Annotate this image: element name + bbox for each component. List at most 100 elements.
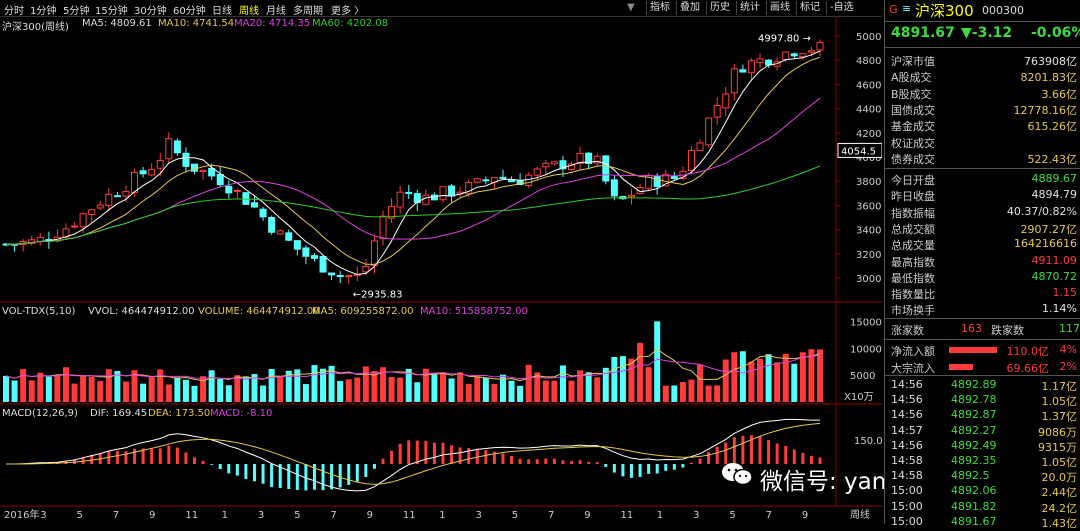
mark-button[interactable]: 标记 bbox=[796, 1, 823, 15]
market-stat-value: 3.66亿 bbox=[1041, 87, 1078, 101]
period-tab-monthly[interactable]: 月线 bbox=[266, 6, 286, 17]
volume-bar bbox=[148, 376, 155, 402]
candle-body bbox=[173, 140, 181, 154]
tick-row[interactable]: 15:00 4892.06 2.44亿 bbox=[891, 484, 1079, 499]
period-tab-30min[interactable]: 30分钟 bbox=[134, 6, 167, 17]
tick-volume: 1.43亿 bbox=[1041, 516, 1078, 530]
overlay-button[interactable]: 叠加 bbox=[676, 1, 703, 15]
quote-badge: G bbox=[889, 3, 898, 16]
dropdown-icon[interactable]: ▼ bbox=[627, 2, 635, 13]
menu-icon[interactable]: ≡ bbox=[902, 2, 912, 15]
market-stat-row: 权证成交 bbox=[891, 134, 1079, 150]
x-axis-label: 5 bbox=[512, 510, 518, 521]
candle-body bbox=[293, 240, 301, 250]
volume-bar bbox=[482, 377, 489, 402]
volume-bar bbox=[731, 352, 738, 402]
index-stat-value: 4894.79 bbox=[1031, 188, 1078, 202]
price-tick-label: 4200 bbox=[856, 129, 881, 140]
tick-row[interactable]: 14:57 4892.27 9086万 bbox=[891, 424, 1079, 439]
candle-body bbox=[730, 68, 738, 94]
volume-bar bbox=[88, 376, 95, 402]
x-axis-label: 5 bbox=[729, 510, 735, 521]
period-tab-15min[interactable]: 15分钟 bbox=[95, 6, 128, 17]
ma10-line bbox=[5, 56, 821, 265]
period-tab-60min[interactable]: 60分钟 bbox=[173, 6, 206, 17]
index-stat-row: 总成交量 164216616 bbox=[891, 236, 1079, 252]
tick-price: 4891.67 bbox=[951, 514, 997, 528]
tick-row[interactable]: 14:56 4892.87 1.37亿 bbox=[891, 408, 1079, 423]
period-tab-fenshi[interactable]: 分时 bbox=[4, 6, 24, 17]
kline-ma10: MA10: 4741.54 bbox=[158, 18, 235, 29]
market-stat-label: 沪深市值 bbox=[891, 55, 935, 68]
x-axis-label: 9 bbox=[802, 510, 808, 521]
indicator-button[interactable]: 指标 bbox=[646, 1, 673, 15]
tick-row[interactable]: 14:56 4892.49 9315万 bbox=[891, 439, 1079, 454]
x-axis-label: 1 bbox=[657, 510, 663, 521]
draw-line-button[interactable]: 画线 bbox=[766, 1, 793, 15]
candle-body bbox=[473, 178, 481, 183]
tick-row[interactable]: 15:00 4891.82 24.2亿 bbox=[891, 500, 1079, 515]
period-tab-1min[interactable]: 1分钟 bbox=[30, 6, 57, 17]
self-select-button[interactable]: -自选 bbox=[826, 1, 857, 15]
candle-body bbox=[71, 225, 79, 228]
tick-volume: 1.17亿 bbox=[1041, 380, 1078, 393]
x-axis-period-label: 周线 bbox=[850, 508, 870, 521]
candle-body bbox=[482, 179, 490, 182]
candle-body bbox=[225, 185, 233, 194]
candle-body bbox=[525, 174, 533, 187]
volume-unit-label: X10万 bbox=[844, 392, 874, 403]
index-stat-value: 4870.72 bbox=[1031, 269, 1078, 283]
low-price-label: ←2935.83 bbox=[353, 290, 403, 301]
volume-bar bbox=[242, 376, 249, 402]
period-tab-more[interactable]: 更多 〉 bbox=[331, 6, 365, 17]
chart-area[interactable]: 5000 4800 4600 4400 4200 4000 3800 3600 3400 3200… bbox=[0, 16, 1009, 524]
x-axis-label: 7 bbox=[766, 510, 772, 521]
tick-row[interactable]: 14:56 4892.89 1.17亿 bbox=[891, 378, 1079, 393]
statistics-button[interactable]: 统计 bbox=[736, 1, 763, 15]
quote-change-pct: -0.06% bbox=[1031, 25, 1080, 41]
volume-bar bbox=[3, 375, 9, 402]
volume-bar bbox=[62, 367, 69, 402]
market-stat-value: 522.43亿 bbox=[1027, 152, 1078, 166]
volume-bar bbox=[431, 373, 438, 402]
volume-bar bbox=[457, 372, 464, 402]
volume-bar bbox=[534, 372, 541, 402]
tick-row[interactable]: 14:56 4892.78 1.05亿 bbox=[891, 393, 1079, 408]
x-axis-label: 1 bbox=[222, 510, 228, 521]
x-axis-label: 11 bbox=[185, 510, 198, 521]
tick-volume: 1.37亿 bbox=[1041, 410, 1078, 424]
flow-label: 大宗流入 bbox=[891, 362, 935, 375]
period-tab-multi[interactable]: 多周期 bbox=[293, 6, 323, 17]
x-axis-label: 3 bbox=[258, 510, 264, 521]
x-axis-label: 7 bbox=[113, 510, 119, 521]
candle-body bbox=[568, 163, 576, 171]
volume-tick-label: 5000 bbox=[850, 371, 875, 382]
candle-body bbox=[542, 162, 550, 168]
candle-body bbox=[191, 163, 199, 172]
candle-body bbox=[233, 189, 241, 192]
volume-bar bbox=[525, 364, 532, 402]
volume-bar bbox=[285, 370, 292, 402]
tick-volume: 20.0万 bbox=[1041, 471, 1078, 485]
index-stat-label: 昨日收盘 bbox=[891, 190, 935, 204]
period-tab-daily[interactable]: 日线 bbox=[212, 6, 232, 17]
kline-title: 沪深300(周线) bbox=[2, 22, 69, 33]
period-tab-5min[interactable]: 5分钟 bbox=[63, 6, 90, 17]
kline-chart-svg[interactable]: 5000 4800 4600 4400 4200 4000 3800 3600 3400 3200… bbox=[0, 16, 882, 524]
candle-body bbox=[533, 168, 541, 176]
tick-price: 4891.82 bbox=[951, 499, 997, 513]
period-tab-weekly[interactable]: 周线 bbox=[239, 6, 259, 17]
volume-bar bbox=[568, 380, 575, 402]
history-button[interactable]: 历史 bbox=[706, 1, 733, 15]
period-toolbar: 分时 1分钟 5分钟 15分钟 30分钟 60分钟 日线 周线 月线 多周期 更… bbox=[0, 0, 882, 17]
volume-bar bbox=[765, 354, 772, 402]
x-axis-label: 5 bbox=[77, 510, 83, 521]
volume-tick-label: 15000 bbox=[850, 317, 882, 328]
tick-row[interactable]: 15:00 4891.67 1.43亿 bbox=[891, 515, 1079, 530]
tick-row[interactable]: 14:58 4892.35 1.05亿 bbox=[891, 454, 1079, 469]
tick-time: 14:56 bbox=[891, 393, 923, 407]
tick-row[interactable]: 14:58 4892.5 20.0万 bbox=[891, 469, 1079, 484]
candle-body bbox=[816, 41, 824, 51]
index-stat-row: 昨日收盘 4894.79 bbox=[891, 187, 1079, 203]
up-count: 163 bbox=[961, 322, 982, 335]
